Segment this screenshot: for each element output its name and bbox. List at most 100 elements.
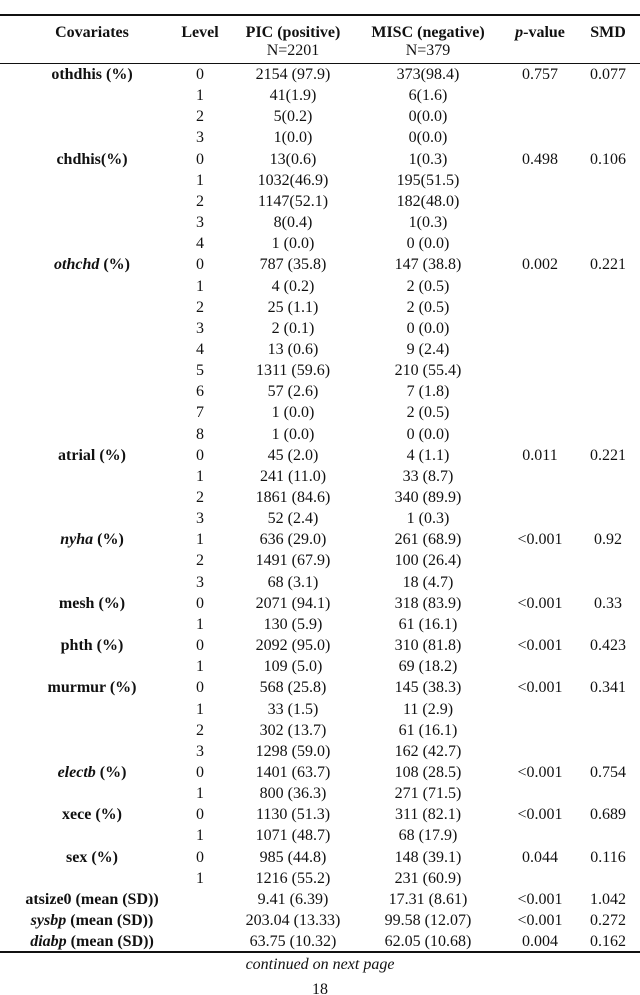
level: 1	[196, 827, 204, 845]
smd-value: 0.689	[590, 806, 626, 824]
header-misc: MISC (negative)	[371, 24, 485, 41]
text-run: (%)	[95, 763, 127, 781]
top-rule	[0, 14, 640, 16]
level: 1	[196, 869, 204, 887]
text-run: sex (%)	[66, 848, 118, 866]
header-p-value: p-value	[515, 25, 565, 41]
misc-value: 310 (81.8)	[394, 637, 462, 655]
misc-value: 195(51.5)	[396, 171, 460, 189]
covariate: phth (%)	[61, 638, 124, 654]
covariate: othchd (%)	[54, 257, 130, 273]
level: 0	[196, 637, 204, 655]
pic-value: 241 (11.0)	[259, 467, 327, 485]
pic-value: 63.75 (10.32)	[249, 933, 337, 951]
pic-value: 2092 (95.0)	[255, 637, 331, 655]
level: 3	[196, 129, 204, 147]
text-run: xece (%)	[62, 806, 122, 824]
level: 2	[196, 721, 204, 739]
pic-value: 800 (36.3)	[259, 785, 327, 803]
text-run: p	[515, 24, 524, 41]
smd-value: 1.042	[590, 890, 626, 908]
pic-value: 1032(46.9)	[257, 171, 329, 189]
misc-value: 318 (83.9)	[394, 594, 462, 612]
p-value: 0.498	[522, 150, 558, 168]
pic-value: 33 (1.5)	[267, 700, 319, 718]
p-value: <0.001	[517, 890, 563, 908]
text-run: (%)	[99, 256, 130, 274]
misc-value: 6(1.6)	[408, 87, 448, 105]
text-run: (mean (SD))	[66, 912, 154, 929]
covariate: sysbp (mean (SD))	[31, 913, 154, 929]
smd-value: 0.92	[594, 531, 622, 549]
level: 5	[196, 362, 204, 380]
level: 1	[196, 87, 204, 105]
level: 3	[196, 573, 204, 591]
continued-note: continued on next page	[245, 956, 395, 973]
level: 1	[196, 785, 204, 803]
pic-value: 568 (25.8)	[259, 679, 327, 697]
pic-value: 41(1.9)	[269, 87, 317, 105]
smd-value: 0.116	[590, 848, 626, 866]
misc-value: 33 (8.7)	[402, 467, 454, 485]
pic-value: 1298 (59.0)	[255, 742, 331, 760]
level: 2	[196, 552, 204, 570]
p-value: <0.001	[517, 531, 563, 549]
pic-value: 302 (13.7)	[259, 721, 327, 739]
covariate: othdhis (%)	[51, 67, 132, 83]
covariate: electb (%)	[57, 763, 127, 781]
misc-value: 1(0.3)	[408, 150, 448, 168]
pic-value: 1216 (55.2)	[255, 869, 331, 887]
p-value: 0.002	[522, 256, 558, 274]
misc-value: 61 (16.1)	[398, 615, 458, 633]
header-smd: SMD	[590, 24, 626, 41]
level: 3	[196, 510, 204, 528]
level: 6	[196, 383, 204, 401]
level: 0	[196, 763, 204, 781]
pic-value: 1 (0.0)	[271, 425, 315, 443]
covariate: chdhis(%)	[56, 151, 127, 168]
level: 4	[196, 235, 204, 253]
misc-value: 100 (26.4)	[394, 552, 462, 570]
level: 1	[196, 700, 204, 718]
p-value: <0.001	[517, 912, 563, 929]
text-run: sysbp	[30, 912, 67, 929]
pic-value: 57 (2.6)	[267, 383, 319, 401]
covariate: xece (%)	[62, 807, 122, 823]
level: 8	[196, 425, 204, 443]
pic-value: 1 (0.0)	[271, 235, 315, 253]
pic-value: 2154 (97.9)	[255, 66, 331, 83]
text-run: electb	[57, 763, 96, 781]
misc-value: 2 (0.5)	[406, 404, 450, 422]
pic-value: 45 (2.0)	[267, 446, 319, 464]
level: 1	[196, 615, 204, 633]
level: 2	[196, 298, 204, 316]
text-run: nyha	[60, 531, 94, 549]
misc-value: 2 (0.5)	[406, 277, 450, 295]
pic-value: 2 (0.1)	[271, 319, 315, 337]
misc-value: 340 (89.9)	[394, 489, 462, 506]
smd-value: 0.221	[590, 256, 626, 274]
misc-value: 18 (4.7)	[402, 573, 454, 591]
misc-value: 373(98.4)	[396, 66, 460, 83]
misc-value: 210 (55.4)	[394, 362, 462, 380]
header-pic-n: N=2201	[266, 42, 320, 59]
text-run: (%)	[93, 531, 124, 549]
pic-value: 636 (29.0)	[259, 531, 327, 549]
covariate: nyha (%)	[60, 532, 124, 548]
smd-value: 0.106	[590, 150, 626, 168]
covariate: murmur (%)	[47, 680, 136, 696]
smd-value: 0.272	[590, 912, 626, 929]
level: 2	[196, 489, 204, 506]
p-value: 0.011	[522, 446, 558, 464]
pic-value: 13(0.6)	[269, 150, 317, 168]
level: 0	[196, 848, 204, 866]
misc-value: 99.58 (12.07)	[384, 912, 472, 929]
header-misc-n: N=379	[405, 42, 451, 59]
header-pic: PIC (positive)	[245, 24, 341, 41]
level: 2	[196, 192, 204, 210]
misc-value: 231 (60.9)	[394, 869, 462, 887]
misc-value: 271 (71.5)	[394, 785, 462, 803]
level: 0	[196, 256, 204, 274]
pic-value: 5(0.2)	[273, 108, 313, 126]
